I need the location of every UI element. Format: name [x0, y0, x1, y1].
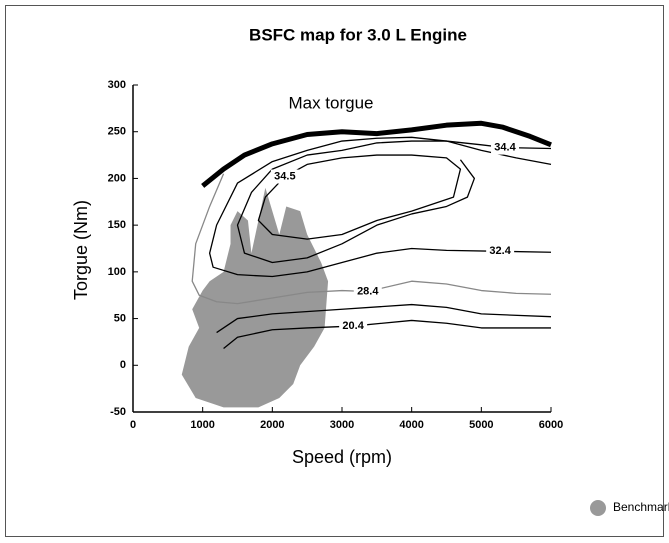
y-tick-label: 250 [108, 126, 126, 138]
x-tick-label: 0 [130, 419, 136, 431]
contour-line [191, 173, 552, 305]
x-tick-label: 5000 [469, 419, 493, 431]
x-tick-label: 3000 [330, 419, 354, 431]
contour-label: 28.4 [357, 285, 379, 297]
annotation: Max torgue [288, 93, 373, 112]
x-tick-label: 1000 [190, 419, 214, 431]
x-axis-label: Speed (rpm) [292, 447, 392, 467]
y-tick-label: 300 [108, 79, 126, 91]
y-tick-label: 150 [108, 219, 126, 231]
contour-line [208, 136, 552, 278]
label-bg [486, 244, 515, 259]
contour-line [216, 303, 552, 334]
contour-label: 34.4 [494, 142, 516, 154]
label-bg [353, 284, 382, 299]
label-bg [339, 319, 368, 334]
contour-label: 20.4 [342, 320, 364, 332]
y-tick-label: 50 [114, 312, 126, 324]
x-tick-label: 4000 [399, 419, 423, 431]
y-axis-label: Torgue (Nm) [71, 200, 91, 300]
x-tick-label: 2000 [260, 419, 284, 431]
x-tick-label: 6000 [539, 419, 563, 431]
y-tick-label: 100 [108, 266, 126, 278]
frame [5, 5, 664, 537]
label-bg [491, 140, 520, 155]
contour-label: 32.4 [489, 245, 511, 257]
benchmark-area [181, 187, 329, 408]
contour-line [201, 120, 552, 188]
y-tick-label: 0 [120, 359, 126, 371]
y-tick-label: -50 [110, 406, 126, 418]
chart-title: BSFC map for 3.0 L Engine [249, 25, 467, 44]
legend-label: Benchmarh map [613, 500, 669, 514]
y-tick-label: 200 [108, 172, 126, 184]
contour-line [236, 140, 552, 264]
contour-line [257, 154, 462, 240]
legend-swatch [590, 500, 606, 516]
contour-label: 34.5 [274, 170, 295, 182]
label-bg [270, 169, 299, 184]
